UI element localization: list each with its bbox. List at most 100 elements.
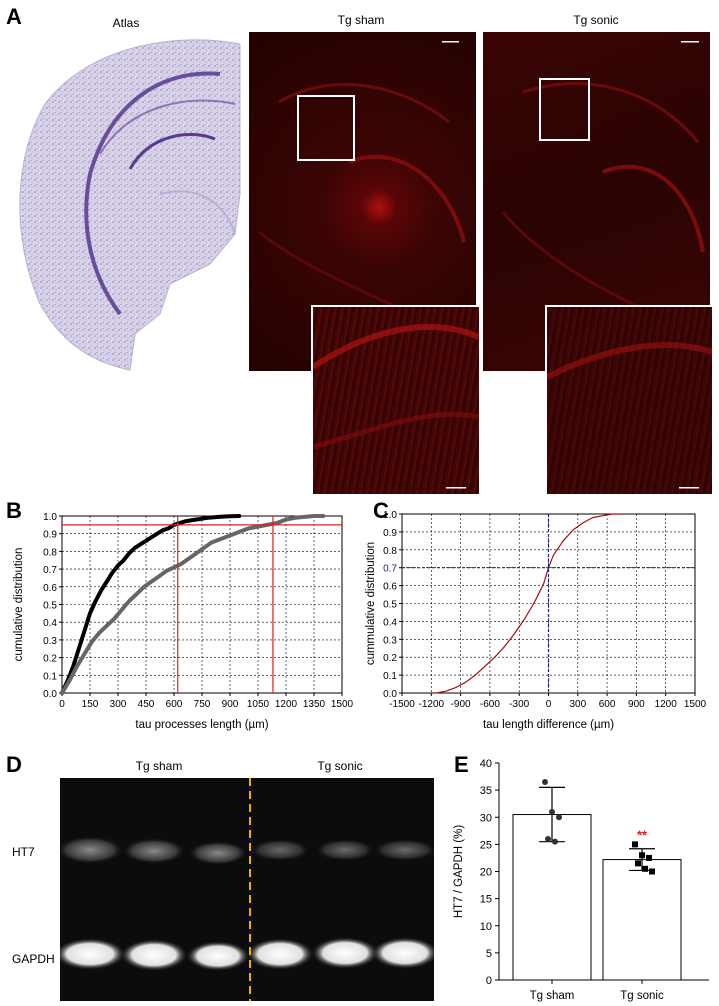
panel-letter-e: E — [454, 752, 469, 777]
bar-2 — [602, 859, 682, 981]
group-label-sham: Tg sham — [135, 759, 183, 773]
y-tick-label: 20 — [480, 867, 492, 879]
y-tick-label: 0.6 — [43, 583, 57, 594]
x-tick-label: 900 — [628, 699, 645, 710]
y-tick-label: 0.8 — [383, 546, 397, 557]
scale-bar-sonic — [681, 41, 699, 43]
tg-sonic-zoom-inset — [545, 305, 712, 494]
series-line-1 — [435, 513, 623, 694]
scale-bar-sham — [442, 41, 459, 43]
x-tick-label: 1350 — [303, 699, 326, 710]
y-tick-label: 0.0 — [383, 689, 397, 700]
x-tick-label: 1500 — [684, 699, 707, 710]
data-point-circle — [556, 814, 562, 821]
y-tick-label: 0.7 — [383, 564, 397, 575]
y-tick-label: 25 — [480, 839, 492, 851]
chart-e-ht7-gapdh-bar: 0 5 10 15 20 25 30 35 40 HT7 / GAPDH (%) Tg sham Tg… — [453, 758, 709, 1002]
x-tick-label: 750 — [194, 699, 211, 710]
x-tick-label: -300 — [509, 699, 529, 710]
y-tick-label: 10 — [480, 921, 492, 933]
y-tick-label: 0.9 — [383, 528, 397, 539]
y-tick-label: 0.0 — [43, 689, 57, 700]
y-tick-label: 0.6 — [383, 582, 397, 593]
series-line-2 — [60, 514, 326, 695]
y-tick-label: 0 — [486, 975, 492, 987]
y-tick-label: 0.1 — [383, 671, 397, 682]
zoom-box-sonic — [539, 78, 590, 141]
y-tick-label: 0.9 — [43, 530, 57, 541]
row-label-gapdh: GAPDH — [12, 952, 55, 966]
x-tick-label: 600 — [166, 699, 183, 710]
x-tick-label: 300 — [569, 699, 586, 710]
y-tick-label: 0.7 — [43, 565, 57, 576]
ht7-bands — [60, 836, 434, 865]
tg-sham-zoom-inset — [311, 305, 479, 494]
row-label-ht7: HT7 — [12, 845, 35, 859]
data-point-circle — [542, 778, 548, 785]
y-tick-label: 40 — [480, 758, 492, 770]
series-line-1 — [60, 514, 242, 695]
y-tick-label: 0.3 — [383, 635, 397, 646]
x-axis-label: tau processes length (µm) — [135, 719, 268, 731]
tg-sonic-title: Tg sonic — [573, 13, 619, 27]
x-axis-label: tau length difference (µm) — [483, 719, 614, 731]
y-tick-label: 15 — [480, 894, 492, 906]
x-tick-label: -1500 — [389, 699, 415, 710]
atlas-nissl-image — [10, 34, 244, 372]
y-tick-label: 35 — [480, 785, 492, 797]
data-point-square — [635, 860, 641, 867]
panel-letter-d: D — [6, 752, 22, 777]
y-tick-label: 0.4 — [383, 617, 397, 628]
group-label-sonic: Tg sonic — [317, 759, 363, 773]
data-point-circle — [552, 838, 558, 845]
x-tick-label: 1200 — [655, 699, 678, 710]
x-tick-label: Tg sonic — [620, 990, 664, 1002]
x-tick-label: -1200 — [419, 699, 445, 710]
x-tick-label: -600 — [480, 699, 500, 710]
y-tick-label: 0.8 — [43, 547, 57, 558]
y-tick-label: 0.3 — [43, 636, 57, 647]
x-tick-label: 600 — [599, 699, 616, 710]
chart-b-cumulative-length: 0 150 300 450 600 750 900 1050 1200 1350 1500 0.0 0.… — [13, 512, 354, 731]
x-tick-label: Tg sham — [530, 990, 575, 1002]
gapdh-bands — [60, 937, 434, 971]
tg-sham-title: Tg sham — [337, 13, 385, 27]
zoom-box-sham — [297, 95, 355, 161]
x-tick-label: 1200 — [275, 699, 298, 710]
y-tick-label: 0.1 — [43, 671, 57, 682]
x-tick-label: 150 — [82, 699, 99, 710]
y-tick-label: 0.5 — [383, 600, 397, 611]
x-tick-label: 1500 — [331, 699, 354, 710]
x-tick-label: 0 — [59, 699, 65, 710]
y-tick-label: 0.4 — [43, 618, 57, 629]
atlas-title: Atlas — [112, 16, 140, 30]
x-tick-label: -900 — [451, 699, 471, 710]
x-tick-label: 300 — [110, 699, 127, 710]
western-blot-image — [60, 778, 434, 1001]
data-point-square — [642, 865, 648, 872]
y-tick-label: 0.5 — [43, 601, 57, 612]
x-tick-label: 450 — [138, 699, 155, 710]
y-tick-label: 5 — [486, 948, 492, 960]
data-point-circle — [545, 835, 551, 842]
y-axis-label: HT7 / GAPDH (%) — [453, 825, 465, 918]
chart-c-cumulative-difference: -1500 -1200 -900 -600 -300 0 300 600 900 1200 1500… — [365, 510, 707, 731]
data-point-square — [649, 868, 655, 875]
y-axis-label: cumulative distribution — [13, 548, 25, 662]
y-tick-label: 1.0 — [43, 512, 57, 523]
y-tick-label: 1.0 — [383, 510, 397, 521]
data-point-square — [632, 841, 638, 848]
x-tick-label: 900 — [222, 699, 239, 710]
panel-letter-a: A — [6, 4, 22, 29]
x-tick-label: 0 — [546, 699, 552, 710]
panel-letter-c: C — [373, 498, 389, 523]
data-point-square — [646, 854, 652, 861]
y-tick-label: 0.2 — [383, 653, 397, 664]
x-tick-label: 1050 — [247, 699, 270, 710]
y-tick-label: 0.2 — [43, 654, 57, 665]
significance-marker: ** — [637, 828, 648, 843]
panel-letter-b: B — [6, 498, 22, 523]
data-point-square — [639, 852, 645, 859]
data-point-circle — [549, 808, 555, 815]
y-tick-label: 30 — [480, 812, 492, 824]
